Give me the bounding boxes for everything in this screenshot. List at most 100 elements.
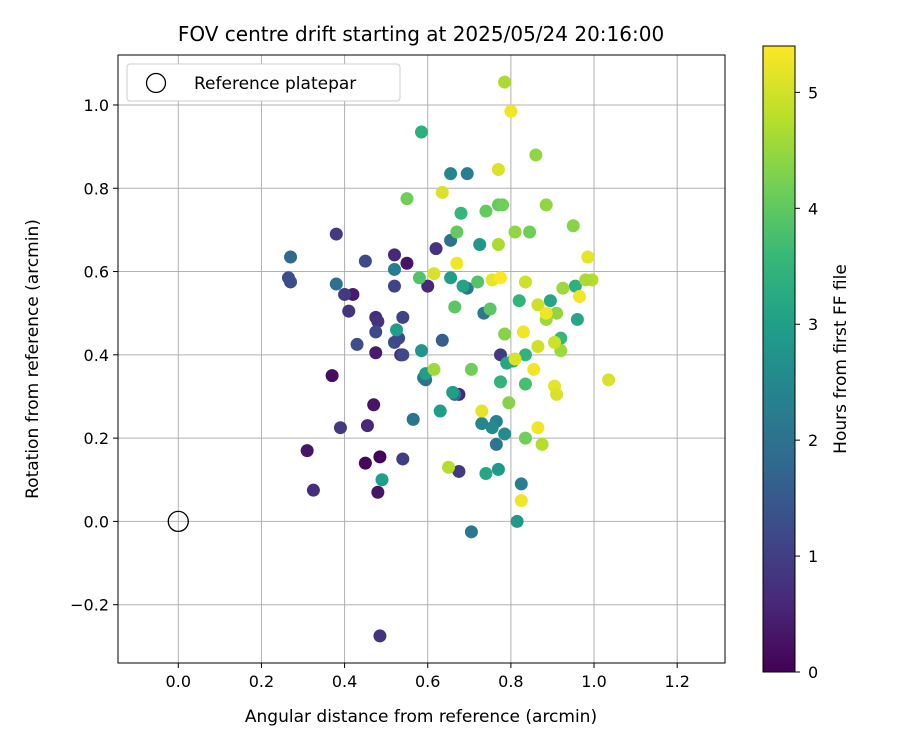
data-point [371,315,385,329]
data-point [464,362,478,376]
data-point [350,337,364,351]
data-point [531,298,545,312]
data-point [433,404,447,418]
reference-point-marker [167,510,189,533]
data-point [518,275,532,289]
data-point [342,304,356,318]
data-point [502,396,516,410]
colorbar-tick-label: 5 [808,83,818,102]
y-axis-label: Rotation from reference (arcmin) [23,219,43,499]
data-point [371,485,385,499]
data-point [475,404,489,418]
data-point [475,417,489,431]
data-point [556,281,570,295]
data-point [400,192,414,206]
data-point [498,427,512,441]
data-point [512,294,526,308]
data-point [518,348,532,362]
data-point [491,237,505,251]
data-point [444,271,458,285]
data-point [460,167,474,181]
y-tick-label: 0.8 [84,179,109,198]
data-point [566,219,580,233]
data-point [427,362,441,376]
data-point [358,456,372,470]
data-point [373,629,387,643]
data-point [579,273,593,287]
data-point [444,167,458,181]
data-point [435,185,449,199]
data-point [369,325,383,339]
data-point [529,148,543,162]
data-point [514,494,528,508]
data-point [518,431,532,445]
legend: Reference platepar [126,63,401,102]
data-point [387,248,401,262]
x-tick-label: 1.2 [664,672,689,691]
data-point [531,340,545,354]
data-point [306,483,320,497]
data-point [442,460,456,474]
data-point [400,256,414,270]
y-tick-label: 0.2 [84,429,109,448]
data-point [489,437,503,451]
data-point [360,419,374,433]
legend-marker-circle-icon [145,72,167,94]
plot-frame [117,54,726,664]
data-point [531,421,545,435]
data-point [333,421,347,435]
data-point [498,327,512,341]
legend-box [126,63,401,102]
grid-lines [118,55,725,663]
y-tick-label: 0.4 [84,346,109,365]
chart-title: FOV centre drift starting at 2025/05/24 … [178,22,664,46]
data-point [527,362,541,376]
data-point [429,242,443,256]
data-point [479,204,493,218]
data-point [412,271,426,285]
data-point [491,462,505,476]
data-point [367,398,381,412]
data-point [375,473,389,487]
data-point [450,225,464,239]
data-point [329,277,343,291]
data-point [523,225,537,239]
data-point [454,206,468,220]
data-point [284,250,298,264]
colorbar: 0 1 2 3 4 5 Hours from first FF file [762,45,851,682]
x-tick-label: 0.8 [498,672,523,691]
data-point [300,444,314,458]
x-axis-ticks: 0.0 0.2 0.4 0.6 0.8 1.0 1.2 [166,663,690,691]
legend-label: Reference platepar [194,74,356,94]
data-point [373,450,387,464]
data-point [338,287,352,301]
data-point [415,125,428,139]
y-axis-ticks: −0.2 0.0 0.2 0.4 0.6 0.8 1.0 [70,96,118,615]
data-point [396,348,410,362]
colorbar-gradient [762,45,796,673]
data-point [325,369,339,383]
colorbar-tick-label: 1 [808,547,818,566]
data-point [464,525,478,539]
colorbar-tick-label: 0 [808,663,818,682]
data-point [284,275,298,289]
data-point [570,312,584,326]
data-point [396,452,410,466]
data-points [167,75,616,643]
data-point [483,302,497,316]
data-point [435,333,449,347]
x-tick-label: 0.2 [249,672,274,691]
data-point [452,464,466,478]
data-point [396,310,410,324]
colorbar-tick-label: 3 [808,315,818,334]
data-point [406,412,420,426]
data-point [471,275,485,289]
data-point [415,344,428,358]
data-point [548,335,562,349]
data-point [572,290,586,304]
data-point [493,375,507,389]
data-point [448,300,462,314]
x-tick-label: 0.4 [332,672,357,691]
data-point [387,279,401,293]
colorbar-tick-label: 4 [808,199,818,218]
